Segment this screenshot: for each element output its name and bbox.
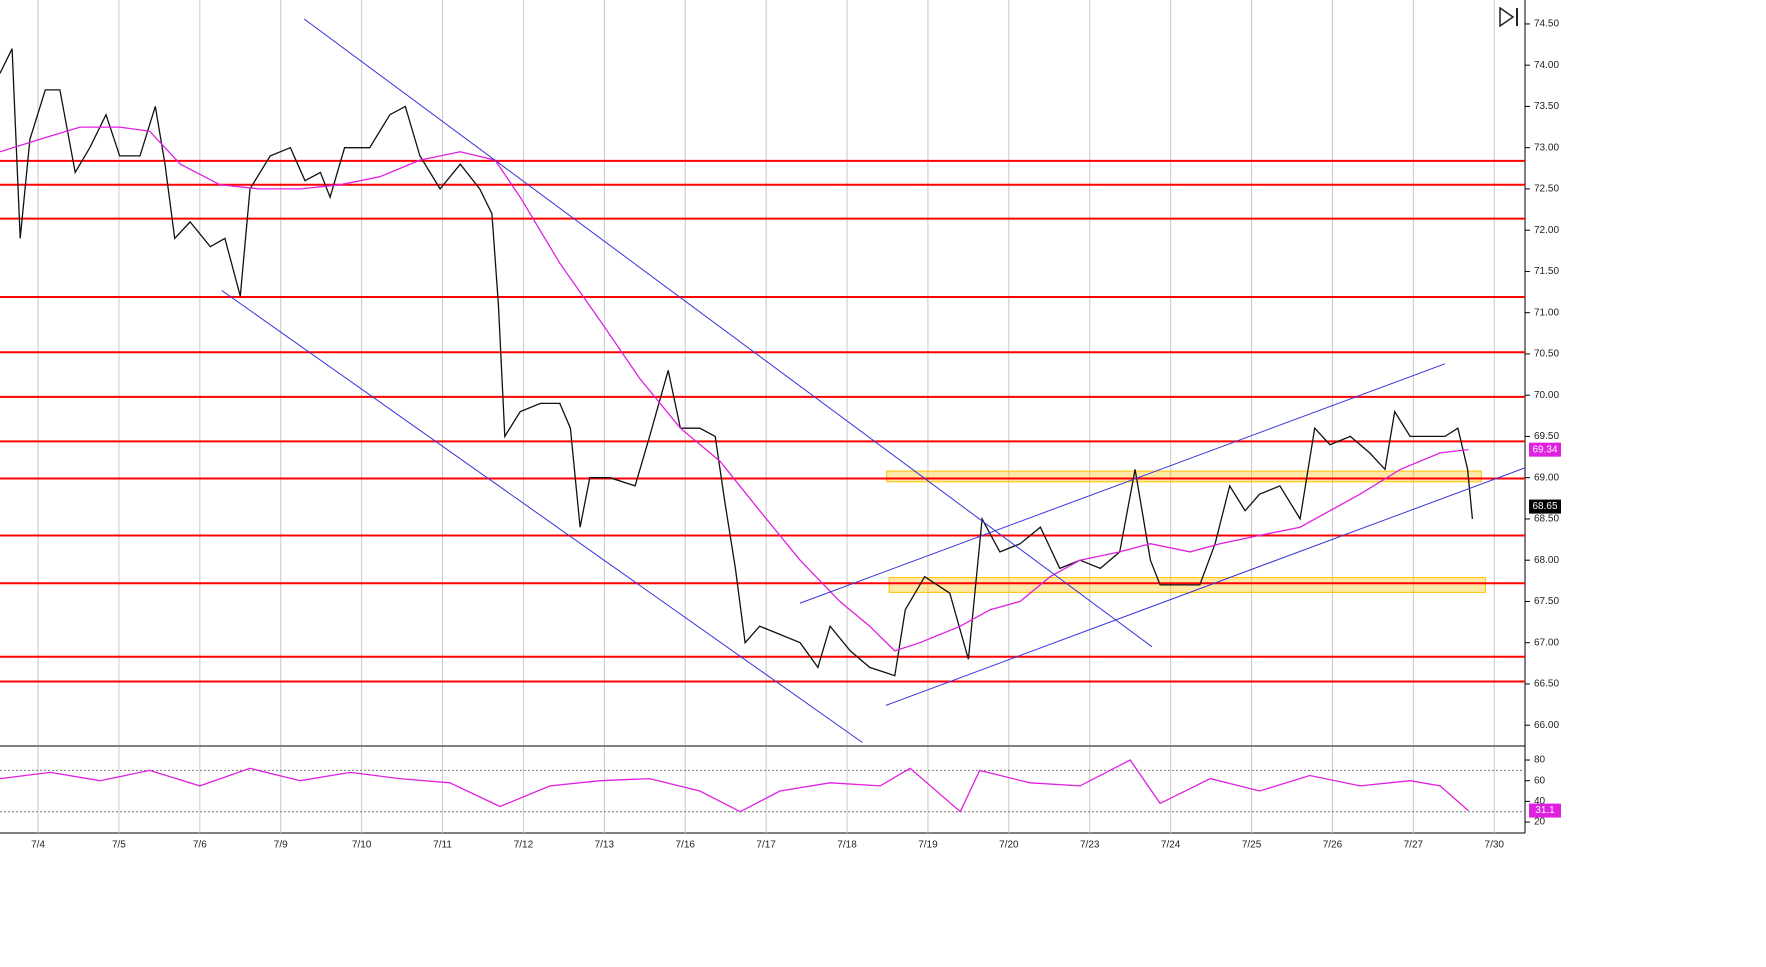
y-tick-label: 60 <box>1534 775 1546 786</box>
x-tick-label: 7/4 <box>31 840 45 851</box>
price-tag-label: 31.1 <box>1535 805 1555 816</box>
x-tick-label: 7/27 <box>1404 840 1424 851</box>
y-tick-label: 66.00 <box>1534 720 1559 731</box>
y-tick-label: 72.50 <box>1534 184 1559 195</box>
x-tick-label: 7/30 <box>1485 840 1505 851</box>
y-tick-label: 71.50 <box>1534 266 1559 277</box>
y-tick-label: 69.00 <box>1534 472 1559 483</box>
x-tick-label: 7/25 <box>1242 840 1262 851</box>
scroll-end-icon[interactable] <box>1499 6 1518 28</box>
zone <box>886 470 1482 483</box>
trend-line <box>221 290 863 743</box>
series-line <box>0 48 1474 677</box>
y-tick-label: 73.00 <box>1534 142 1559 153</box>
trend-line <box>799 363 1446 604</box>
series-line <box>0 759 1469 813</box>
y-tick-label: 67.50 <box>1534 596 1559 607</box>
price-tag-label: 68.65 <box>1532 501 1557 512</box>
y-tick-label: 68.50 <box>1534 514 1559 525</box>
price-tag <box>1529 803 1561 818</box>
y-tick-label: 74.50 <box>1534 19 1559 30</box>
y-tick-label: 40 <box>1534 796 1546 807</box>
play-icon[interactable] <box>1499 6 1515 28</box>
price-tag <box>1529 442 1561 457</box>
y-tick-label: 66.50 <box>1534 679 1559 690</box>
x-tick-label: 7/12 <box>514 840 534 851</box>
series-line <box>0 126 1469 652</box>
x-tick-label: 7/5 <box>112 840 126 851</box>
x-tick-label: 7/13 <box>595 840 615 851</box>
y-tick-label: 73.50 <box>1534 101 1559 112</box>
price-tag-label: 69.34 <box>1532 444 1557 455</box>
x-tick-label: 7/23 <box>1080 840 1100 851</box>
y-tick-label: 71.00 <box>1534 307 1559 318</box>
y-tick-label: 68.00 <box>1534 555 1559 566</box>
y-tick-label: 70.50 <box>1534 349 1559 360</box>
y-tick-label: 80 <box>1534 755 1546 766</box>
y-tick-label: 74.00 <box>1534 60 1559 71</box>
x-tick-label: 7/19 <box>918 840 938 851</box>
x-tick-label: 7/24 <box>1161 840 1181 851</box>
x-tick-label: 7/20 <box>999 840 1019 851</box>
x-tick-label: 7/26 <box>1323 840 1343 851</box>
trend-line <box>885 467 1526 706</box>
x-tick-label: 7/6 <box>193 840 207 851</box>
x-tick-label: 7/16 <box>676 840 696 851</box>
x-tick-label: 7/17 <box>756 840 776 851</box>
x-tick-label: 7/11 <box>433 840 452 851</box>
y-tick-label: 67.00 <box>1534 637 1559 648</box>
y-tick-label: 69.50 <box>1534 431 1559 442</box>
y-tick-label: 72.00 <box>1534 225 1559 236</box>
price-tag <box>1529 499 1561 514</box>
trend-line <box>303 18 1153 648</box>
y-tick-label: 70.00 <box>1534 390 1559 401</box>
x-tick-label: 7/18 <box>837 840 857 851</box>
x-tick-label: 7/10 <box>352 840 372 851</box>
y-tick-label: 20 <box>1534 817 1546 828</box>
x-tick-label: 7/9 <box>274 840 288 851</box>
